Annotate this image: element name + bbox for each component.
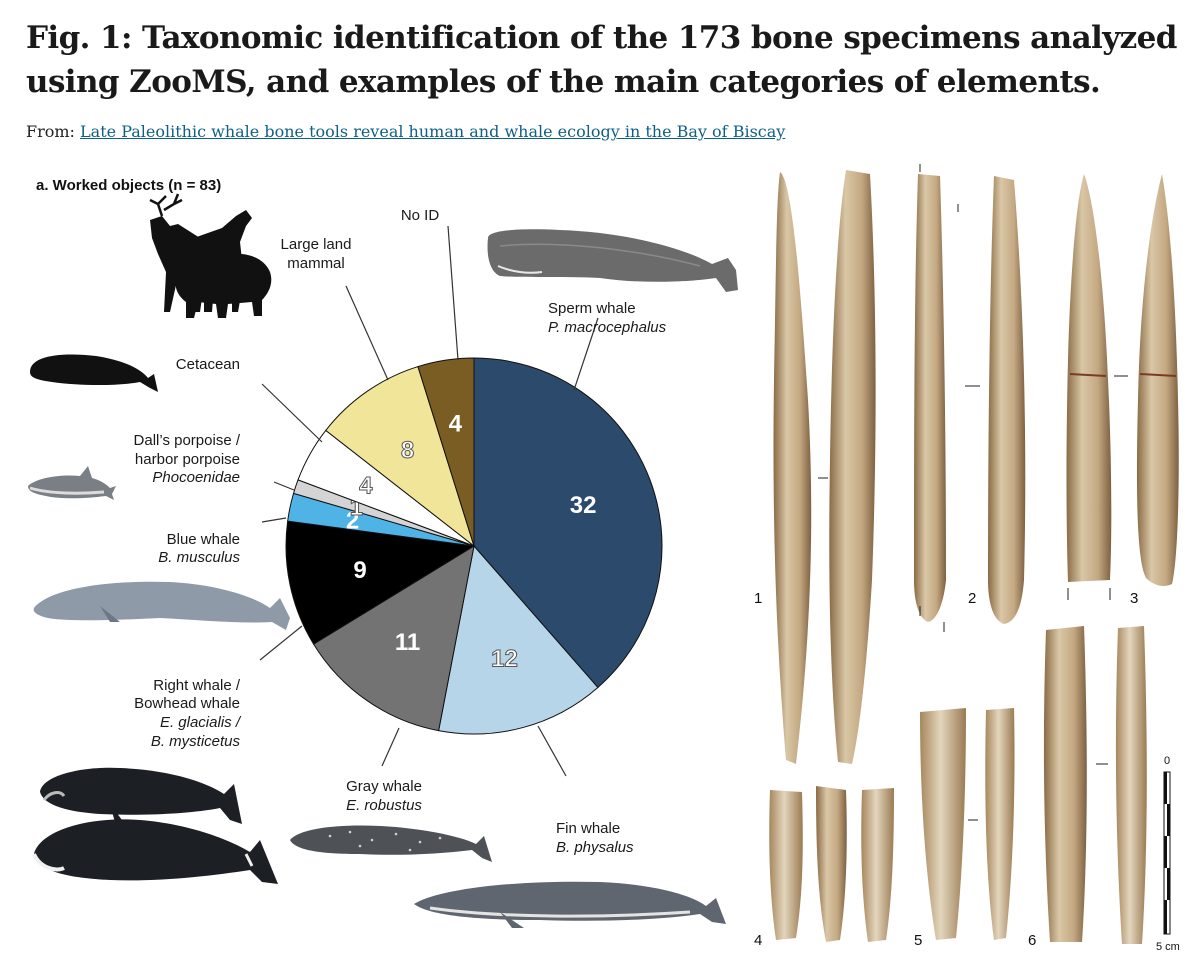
label-porpoise-2: harbor porpoise: [135, 451, 240, 468]
label-fin-latin: B. physalus: [556, 839, 634, 856]
pie-value-label: 4: [359, 472, 373, 499]
bowhead-whale-illustration-icon: [32, 819, 278, 884]
pie-slice-fin-whale: [438, 544, 599, 735]
leader-lines: [259, 225, 599, 777]
figure-title: Fig. 1: Taxonomic identification of the …: [26, 20, 1177, 100]
tool-numbers: 1 2 3 4 5 6: [754, 590, 1138, 949]
cetacean-silhouette-icon: [30, 354, 158, 392]
source-line: From: Late Paleolithic whale bone tools …: [26, 122, 785, 141]
tool-number-2: 2: [968, 590, 976, 607]
tool-number-1: 1: [754, 590, 762, 607]
pie-value-label: 11: [395, 629, 420, 656]
label-cetacean: Cetacean: [176, 356, 240, 373]
fin-whale-illustration-icon: [414, 881, 726, 928]
land-mammal-silhouette-icon: [149, 193, 272, 318]
pie-value-label: 9: [353, 557, 366, 584]
pie-value-label: 12: [491, 646, 518, 673]
label-blue-latin: B. musculus: [158, 549, 240, 566]
label-land-1: Large land: [281, 236, 352, 253]
label-blue: Blue whale: [167, 531, 240, 548]
tool-number-5: 5: [914, 932, 922, 949]
gray-whale-illustration-icon: [290, 825, 492, 862]
label-right-latin-1: E. glacialis /: [160, 714, 242, 731]
label-gray-latin: E. robustus: [346, 797, 422, 814]
tool-number-6: 6: [1028, 932, 1036, 949]
tool-number-4: 4: [754, 932, 762, 949]
label-fin: Fin whale: [556, 820, 620, 837]
pie-value-label: 8: [401, 437, 414, 464]
bone-tool-3-images: [1066, 174, 1179, 600]
article-link[interactable]: Late Paleolithic whale bone tools reveal…: [80, 122, 786, 141]
right-whale-illustration-icon: [40, 767, 242, 828]
label-right-latin-2: B. mysticetus: [151, 733, 241, 750]
pie-value-label: 32: [570, 492, 597, 519]
category-labels: No ID Large land mammal Sperm whale P. m…: [134, 207, 667, 856]
label-sperm: Sperm whale: [548, 300, 636, 317]
pie-slice-right-whale-bowhead-whale: [285, 520, 476, 645]
blue-whale-illustration-icon: [33, 581, 291, 630]
porpoise-illustration-icon: [28, 466, 116, 500]
bone-tool-2-images: [914, 164, 1026, 632]
tool-number-3: 3: [1130, 590, 1138, 607]
bone-tool-4-images: [769, 786, 894, 942]
scale-bar: 0 5 cm: [1156, 755, 1180, 953]
pie-slice-large-land-mammal: [325, 365, 475, 548]
scale-label-5cm: 5 cm: [1156, 941, 1180, 953]
label-porpoise-latin: Phocoenidae: [152, 469, 240, 486]
pie-slice-sperm-whale: [473, 357, 663, 689]
label-gray: Gray whale: [346, 778, 422, 795]
sperm-whale-illustration-icon: [487, 229, 738, 292]
pie-slice-gray-whale: [312, 544, 475, 732]
chart-title: a. Worked objects (n = 83): [36, 177, 221, 194]
label-porpoise-1: Dall’s porpoise /: [134, 432, 241, 449]
bone-tool-1-images: [773, 170, 876, 764]
from-label: From:: [26, 122, 75, 141]
label-land-2: mammal: [287, 255, 345, 272]
label-right-1: Right whale /: [153, 677, 241, 694]
bone-tool-6-images: [1043, 626, 1147, 944]
label-sperm-latin: P. macrocephalus: [548, 319, 667, 336]
label-right-2: Bowhead whale: [134, 695, 240, 712]
scale-label-zero: 0: [1164, 755, 1170, 767]
figure-panel: a. Worked objects (n = 83): [28, 164, 1180, 953]
pie-value-label: 2: [346, 507, 359, 534]
pie-slice-no-id: [417, 357, 475, 547]
label-no-id: No ID: [401, 207, 440, 224]
pie-value-label: 4: [449, 410, 463, 437]
bone-tool-5-images: [920, 708, 1015, 940]
